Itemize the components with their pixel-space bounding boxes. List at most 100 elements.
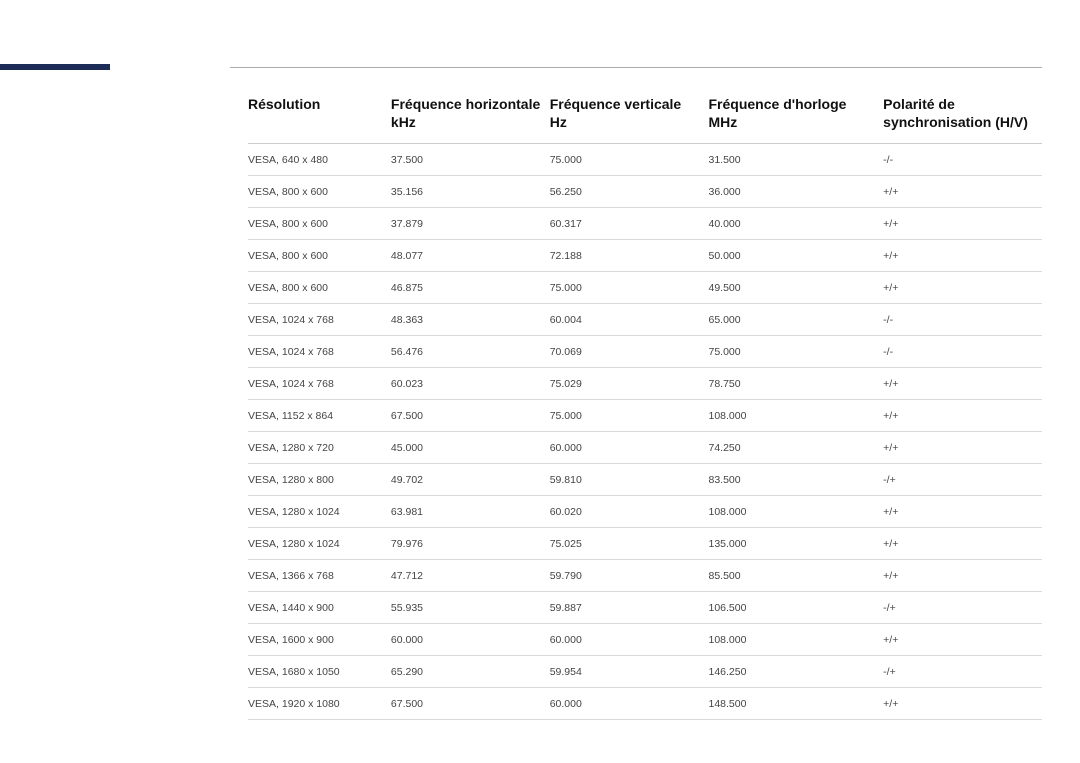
table-row: VESA, 1024 x 76856.47670.06975.000-/- bbox=[248, 336, 1042, 368]
column-unit: MHz bbox=[709, 114, 738, 130]
table-cell: -/- bbox=[883, 304, 1042, 336]
table-cell: -/- bbox=[883, 336, 1042, 368]
column-unit: Hz bbox=[550, 114, 567, 130]
table-cell: VESA, 1440 x 900 bbox=[248, 592, 391, 624]
table-row: VESA, 800 x 60048.07772.18850.000+/+ bbox=[248, 240, 1042, 272]
table-cell: VESA, 1920 x 1080 bbox=[248, 688, 391, 720]
table-cell: 48.363 bbox=[391, 304, 550, 336]
table-cell: 65.000 bbox=[709, 304, 884, 336]
table-cell: 83.500 bbox=[709, 464, 884, 496]
column-unit: kHz bbox=[391, 114, 416, 130]
table-cell: 49.500 bbox=[709, 272, 884, 304]
table-cell: +/+ bbox=[883, 400, 1042, 432]
column-label: Polarité de synchronisation (H/V) bbox=[883, 96, 1028, 130]
table-cell: +/+ bbox=[883, 432, 1042, 464]
table-cell: 108.000 bbox=[709, 496, 884, 528]
table-row: VESA, 1152 x 86467.50075.000108.000+/+ bbox=[248, 400, 1042, 432]
table-row: VESA, 800 x 60037.87960.31740.000+/+ bbox=[248, 208, 1042, 240]
table-cell: 60.023 bbox=[391, 368, 550, 400]
table-cell: 47.712 bbox=[391, 560, 550, 592]
table-cell: 60.020 bbox=[550, 496, 709, 528]
table-cell: 59.810 bbox=[550, 464, 709, 496]
column-header: Résolution bbox=[248, 90, 391, 144]
table-row: VESA, 800 x 60035.15656.25036.000+/+ bbox=[248, 176, 1042, 208]
table-cell: +/+ bbox=[883, 688, 1042, 720]
table-cell: 56.250 bbox=[550, 176, 709, 208]
table-cell: 79.976 bbox=[391, 528, 550, 560]
table-row: VESA, 1024 x 76848.36360.00465.000-/- bbox=[248, 304, 1042, 336]
table-cell: VESA, 1600 x 900 bbox=[248, 624, 391, 656]
table-cell: 106.500 bbox=[709, 592, 884, 624]
table-cell: 48.077 bbox=[391, 240, 550, 272]
table-cell: VESA, 1024 x 768 bbox=[248, 368, 391, 400]
table-cell: +/+ bbox=[883, 496, 1042, 528]
table-cell: 60.000 bbox=[550, 688, 709, 720]
column-label: Résolution bbox=[248, 96, 320, 112]
table-cell: 75.000 bbox=[550, 400, 709, 432]
table-cell: VESA, 1024 x 768 bbox=[248, 336, 391, 368]
column-header: Fréquence verticaleHz bbox=[550, 90, 709, 144]
table-cell: 148.500 bbox=[709, 688, 884, 720]
table-cell: 74.250 bbox=[709, 432, 884, 464]
timing-table: RésolutionFréquence horizontalekHzFréque… bbox=[248, 90, 1042, 720]
table-cell: 56.476 bbox=[391, 336, 550, 368]
table-cell: +/+ bbox=[883, 208, 1042, 240]
table-cell: VESA, 800 x 600 bbox=[248, 272, 391, 304]
table-row: VESA, 800 x 60046.87575.00049.500+/+ bbox=[248, 272, 1042, 304]
table-cell: 75.000 bbox=[550, 272, 709, 304]
table-cell: 135.000 bbox=[709, 528, 884, 560]
timing-table-container: RésolutionFréquence horizontalekHzFréque… bbox=[248, 90, 1042, 720]
table-cell: 65.290 bbox=[391, 656, 550, 688]
table-cell: 63.981 bbox=[391, 496, 550, 528]
table-cell: VESA, 1152 x 864 bbox=[248, 400, 391, 432]
table-cell: 60.000 bbox=[550, 624, 709, 656]
table-cell: VESA, 1280 x 720 bbox=[248, 432, 391, 464]
table-cell: 60.000 bbox=[550, 432, 709, 464]
table-cell: 108.000 bbox=[709, 624, 884, 656]
table-row: VESA, 1680 x 105065.29059.954146.250-/+ bbox=[248, 656, 1042, 688]
column-header: Fréquence horizontalekHz bbox=[391, 90, 550, 144]
table-cell: VESA, 640 x 480 bbox=[248, 144, 391, 176]
table-cell: 36.000 bbox=[709, 176, 884, 208]
table-cell: +/+ bbox=[883, 176, 1042, 208]
table-cell: 67.500 bbox=[391, 400, 550, 432]
table-row: VESA, 1280 x 72045.00060.00074.250+/+ bbox=[248, 432, 1042, 464]
table-cell: 59.954 bbox=[550, 656, 709, 688]
table-cell: 59.887 bbox=[550, 592, 709, 624]
table-head: RésolutionFréquence horizontalekHzFréque… bbox=[248, 90, 1042, 144]
table-cell: +/+ bbox=[883, 560, 1042, 592]
column-label: Fréquence d'horloge bbox=[709, 96, 847, 112]
table-row: VESA, 1280 x 102463.98160.020108.000+/+ bbox=[248, 496, 1042, 528]
table-cell: 108.000 bbox=[709, 400, 884, 432]
table-cell: -/+ bbox=[883, 464, 1042, 496]
table-row: VESA, 640 x 48037.50075.00031.500-/- bbox=[248, 144, 1042, 176]
table-cell: 78.750 bbox=[709, 368, 884, 400]
table-cell: -/- bbox=[883, 144, 1042, 176]
accent-bar bbox=[0, 64, 110, 70]
table-cell: +/+ bbox=[883, 368, 1042, 400]
table-cell: +/+ bbox=[883, 240, 1042, 272]
table-cell: 75.000 bbox=[709, 336, 884, 368]
table-cell: VESA, 1280 x 800 bbox=[248, 464, 391, 496]
table-cell: VESA, 1366 x 768 bbox=[248, 560, 391, 592]
table-cell: 75.025 bbox=[550, 528, 709, 560]
table-cell: 60.004 bbox=[550, 304, 709, 336]
table-cell: 35.156 bbox=[391, 176, 550, 208]
table-cell: 70.069 bbox=[550, 336, 709, 368]
column-header: Polarité de synchronisation (H/V) bbox=[883, 90, 1042, 144]
table-cell: 37.500 bbox=[391, 144, 550, 176]
table-cell: 146.250 bbox=[709, 656, 884, 688]
table-cell: VESA, 1280 x 1024 bbox=[248, 528, 391, 560]
table-cell: VESA, 800 x 600 bbox=[248, 176, 391, 208]
table-cell: 55.935 bbox=[391, 592, 550, 624]
table-cell: 59.790 bbox=[550, 560, 709, 592]
table-cell: -/+ bbox=[883, 656, 1042, 688]
table-row: VESA, 1280 x 102479.97675.025135.000+/+ bbox=[248, 528, 1042, 560]
table-row: VESA, 1280 x 80049.70259.81083.500-/+ bbox=[248, 464, 1042, 496]
table-body: VESA, 640 x 48037.50075.00031.500-/-VESA… bbox=[248, 144, 1042, 720]
table-cell: VESA, 1680 x 1050 bbox=[248, 656, 391, 688]
table-cell: 37.879 bbox=[391, 208, 550, 240]
table-cell: 60.317 bbox=[550, 208, 709, 240]
table-cell: +/+ bbox=[883, 272, 1042, 304]
table-header-row: RésolutionFréquence horizontalekHzFréque… bbox=[248, 90, 1042, 144]
